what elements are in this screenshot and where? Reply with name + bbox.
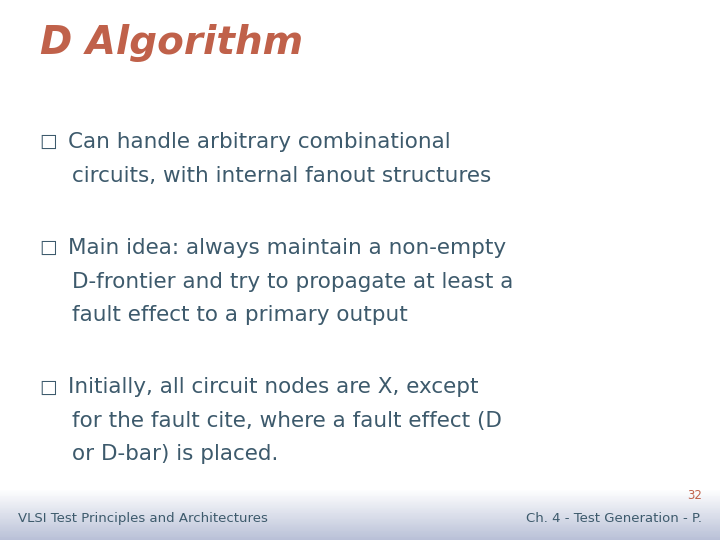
Bar bbox=[0, 519, 720, 521]
Bar bbox=[0, 524, 720, 525]
Bar bbox=[0, 506, 720, 507]
Bar bbox=[0, 508, 720, 509]
Bar bbox=[0, 516, 720, 517]
Bar bbox=[0, 535, 720, 536]
Bar bbox=[0, 525, 720, 526]
Text: or D-bar) is placed.: or D-bar) is placed. bbox=[72, 444, 279, 464]
Bar bbox=[0, 518, 720, 519]
Text: □: □ bbox=[40, 377, 58, 396]
Text: for the fault cite, where a fault effect (D: for the fault cite, where a fault effect… bbox=[72, 411, 502, 431]
Bar bbox=[0, 512, 720, 514]
Text: fault effect to a primary output: fault effect to a primary output bbox=[72, 305, 408, 325]
Bar bbox=[0, 534, 720, 535]
Bar bbox=[0, 521, 720, 522]
Bar bbox=[0, 510, 720, 511]
Bar bbox=[0, 517, 720, 518]
Bar bbox=[0, 507, 720, 508]
Bar bbox=[0, 537, 720, 538]
Bar bbox=[0, 536, 720, 537]
Bar bbox=[0, 492, 720, 493]
Text: Main idea: always maintain a non-empty: Main idea: always maintain a non-empty bbox=[68, 238, 507, 258]
Bar bbox=[0, 538, 720, 539]
Bar bbox=[0, 530, 720, 531]
Text: Can handle arbitrary combinational: Can handle arbitrary combinational bbox=[68, 132, 451, 152]
Bar bbox=[0, 539, 720, 540]
Bar bbox=[0, 515, 720, 516]
Bar bbox=[0, 502, 720, 503]
Bar bbox=[0, 529, 720, 530]
Text: circuits, with internal fanout structures: circuits, with internal fanout structure… bbox=[72, 166, 491, 186]
Bar bbox=[0, 495, 720, 496]
Bar bbox=[0, 491, 720, 492]
Text: 32: 32 bbox=[687, 489, 702, 502]
Bar bbox=[0, 496, 720, 497]
Bar bbox=[0, 511, 720, 512]
Bar bbox=[0, 514, 720, 515]
Bar bbox=[0, 497, 720, 498]
Bar bbox=[0, 493, 720, 494]
Bar bbox=[0, 531, 720, 532]
Bar bbox=[0, 522, 720, 523]
Text: Initially, all circuit nodes are X, except: Initially, all circuit nodes are X, exce… bbox=[68, 377, 479, 397]
Text: VLSI Test Principles and Architectures: VLSI Test Principles and Architectures bbox=[18, 512, 268, 525]
Bar bbox=[0, 528, 720, 529]
Text: □: □ bbox=[40, 238, 58, 257]
Bar bbox=[0, 532, 720, 533]
Bar bbox=[0, 489, 720, 490]
Text: D Algorithm: D Algorithm bbox=[40, 24, 302, 62]
Text: Ch. 4 - Test Generation - P.: Ch. 4 - Test Generation - P. bbox=[526, 512, 702, 525]
Bar bbox=[0, 498, 720, 499]
Bar bbox=[0, 505, 720, 506]
Bar bbox=[0, 501, 720, 502]
Bar bbox=[0, 504, 720, 505]
Bar bbox=[0, 499, 720, 500]
Bar bbox=[0, 503, 720, 504]
Bar bbox=[0, 533, 720, 534]
Bar bbox=[0, 527, 720, 528]
Bar bbox=[0, 494, 720, 495]
Bar bbox=[0, 490, 720, 491]
Text: D-frontier and try to propagate at least a: D-frontier and try to propagate at least… bbox=[72, 272, 513, 292]
Bar bbox=[0, 500, 720, 501]
Bar bbox=[0, 509, 720, 510]
Bar bbox=[0, 523, 720, 524]
Text: □: □ bbox=[40, 132, 58, 151]
Bar bbox=[0, 526, 720, 527]
